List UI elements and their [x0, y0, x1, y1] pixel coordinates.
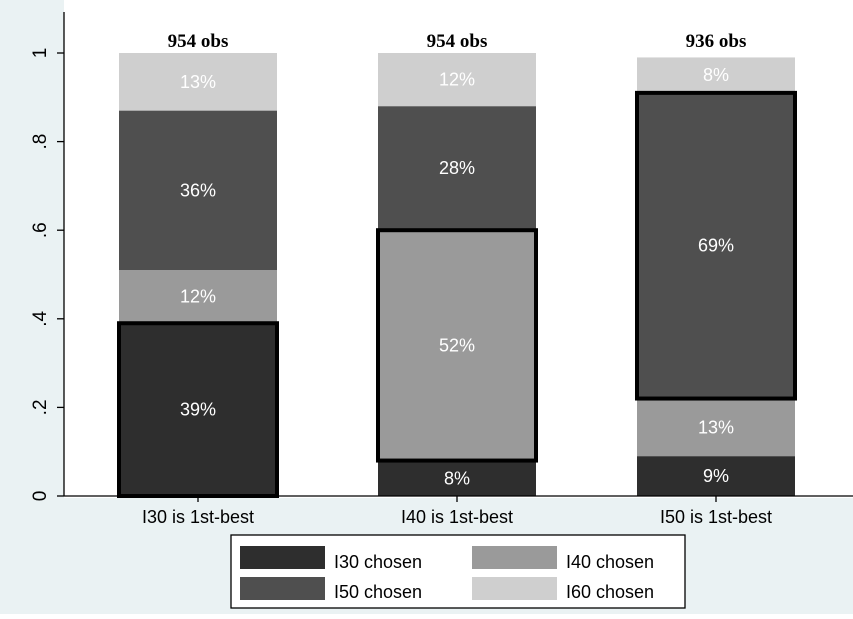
- y-tick-label: .2: [30, 399, 51, 415]
- legend-label: I60 chosen: [566, 582, 654, 602]
- segment-label: 69%: [698, 236, 734, 256]
- bar-segment-i50-chosen-3: [637, 92, 795, 399]
- y-tick-label: 0: [30, 491, 51, 502]
- legend-swatch-i30-chosen: [240, 546, 325, 569]
- segment-label: 28%: [439, 158, 475, 178]
- first-best-highlight-box: [635, 90, 797, 401]
- bar-segment-i60-chosen-1: [119, 53, 277, 111]
- segment-label: 12%: [439, 70, 475, 90]
- bar-segment-i30-chosen-3: [637, 456, 795, 496]
- first-best-highlight-box: [376, 228, 538, 463]
- legend-swatch-i60-chosen: [472, 577, 557, 600]
- bar-segment-i60-chosen-2: [378, 53, 536, 107]
- legend-swatch-i40-chosen: [472, 546, 557, 569]
- y-tick-label: .8: [30, 134, 51, 150]
- obs-count-label: 954 obs: [168, 31, 229, 52]
- bar-segment-i40-chosen-1: [119, 270, 277, 324]
- bar-segment-i40-chosen-2: [378, 230, 536, 461]
- segment-label: 52%: [439, 335, 475, 355]
- segment-label: 8%: [703, 65, 729, 85]
- segment-label: 12%: [180, 287, 216, 307]
- bar-segment-i30-chosen-2: [378, 460, 536, 496]
- segment-label: 8%: [444, 468, 470, 488]
- segment-label: 36%: [180, 180, 216, 200]
- y-tick-label: 1: [30, 48, 51, 59]
- segment-label: 9%: [703, 466, 729, 486]
- segment-label: 13%: [698, 417, 734, 437]
- obs-count-label: 954 obs: [427, 31, 488, 52]
- bar-segment-i50-chosen-2: [378, 106, 536, 231]
- bar-segment-i30-chosen-1: [119, 323, 277, 496]
- segment-label: 39%: [180, 400, 216, 420]
- bar-segment-i50-chosen-1: [119, 110, 277, 271]
- bar-segment-i60-chosen-3: [637, 57, 795, 93]
- segment-label: 13%: [180, 72, 216, 92]
- legend-label: I40 chosen: [566, 552, 654, 572]
- legend-swatch-i50-chosen: [240, 577, 325, 600]
- y-tick-label: .6: [30, 222, 51, 238]
- legend-label: I50 chosen: [334, 582, 422, 602]
- x-tick-label: I50 is 1st-best: [660, 507, 772, 527]
- obs-count-label: 936 obs: [686, 31, 747, 52]
- bar-segment-i40-chosen-3: [637, 398, 795, 457]
- x-tick-label: I30 is 1st-best: [142, 507, 254, 527]
- y-tick-label: .4: [30, 310, 51, 326]
- legend-label: I30 chosen: [334, 552, 422, 572]
- x-tick-label: I40 is 1st-best: [401, 507, 513, 527]
